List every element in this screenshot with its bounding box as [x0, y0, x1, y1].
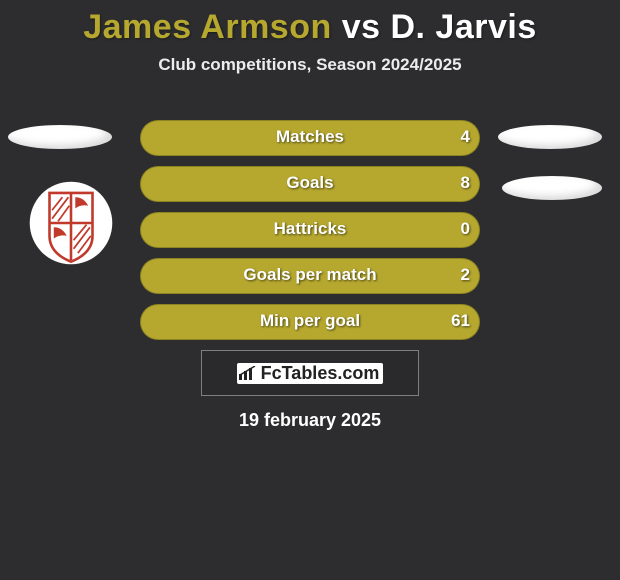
- player2-name: D. Jarvis: [390, 8, 536, 46]
- stat-value-right: 4: [461, 127, 470, 147]
- stat-value-right: 2: [461, 265, 470, 285]
- stat-label: Min per goal: [260, 311, 360, 331]
- player1-name: James Armson: [83, 8, 332, 46]
- stat-row: Goals 8: [0, 166, 620, 202]
- brand-label: FcTables.com: [237, 363, 384, 384]
- stat-row: Goals per match 2: [0, 258, 620, 294]
- bar-left: [140, 166, 311, 202]
- stat-row: Matches 4: [0, 120, 620, 156]
- bar-right: [309, 166, 480, 202]
- page-title: James Armson vs D. Jarvis: [0, 0, 620, 47]
- subtitle: Club competitions, Season 2024/2025: [0, 55, 620, 75]
- date-label: 19 february 2025: [239, 410, 381, 431]
- brand-text: FcTables.com: [261, 363, 380, 384]
- stat-label: Matches: [276, 127, 344, 147]
- stat-row: Hattricks 0: [0, 212, 620, 248]
- stats-list: Matches 4 Goals 8 Hattricks 0 Goals per match 2…: [0, 120, 620, 350]
- stat-label: Goals per match: [243, 265, 376, 285]
- stat-label: Hattricks: [274, 219, 347, 239]
- stat-row: Min per goal 61: [0, 304, 620, 340]
- brand-box[interactable]: FcTables.com: [201, 350, 419, 396]
- vs-text: vs: [342, 8, 381, 46]
- comparison-card: James Armson vs D. Jarvis Club competiti…: [0, 0, 620, 580]
- chart-icon: [239, 366, 257, 380]
- stat-value-right: 8: [461, 173, 470, 193]
- stat-value-right: 61: [451, 311, 470, 331]
- stat-value-right: 0: [461, 219, 470, 239]
- stat-label: Goals: [286, 173, 333, 193]
